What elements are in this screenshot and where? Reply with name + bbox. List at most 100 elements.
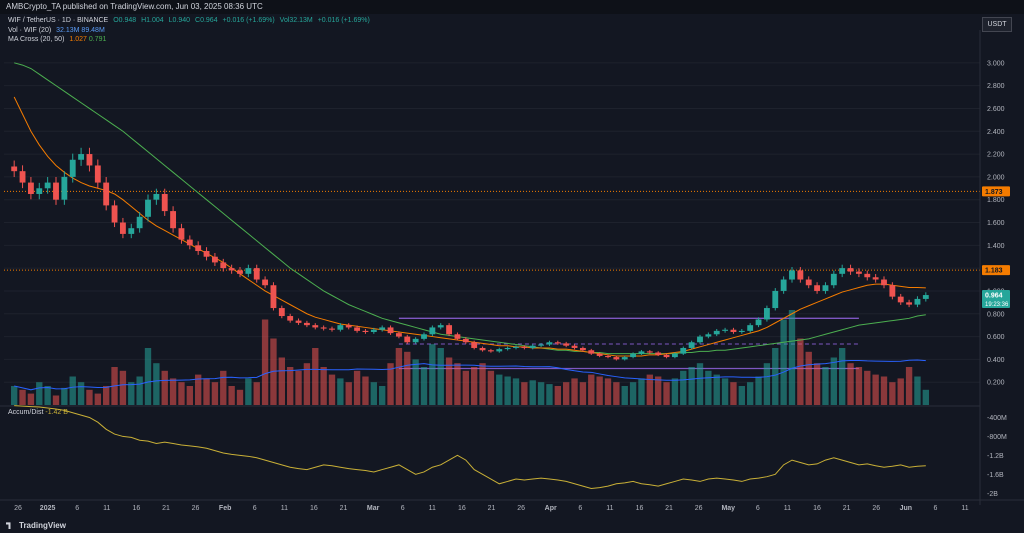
x-tick-label: 26	[14, 505, 22, 512]
x-tick-label: 16	[458, 505, 466, 512]
x-tick-label: 6	[253, 505, 257, 512]
x-tick-label: 2025	[40, 505, 56, 512]
volume-bar	[638, 378, 645, 405]
candle-body	[805, 279, 812, 286]
volume-bar	[537, 382, 545, 405]
price-tag-label: 0.964	[985, 293, 1003, 300]
x-tick-label: Mar	[367, 505, 380, 512]
x-tick-label: Apr	[545, 505, 557, 512]
volume-bar	[872, 374, 879, 405]
candle-body	[797, 270, 804, 280]
y-tick-label: 0.200	[987, 380, 1005, 387]
candle-body	[454, 334, 461, 339]
candle-body	[914, 298, 921, 305]
ohlc-change2: +0.016 (+1.69%)	[317, 17, 370, 24]
currency-button[interactable]: USDT	[982, 17, 1012, 32]
volume-bar	[387, 363, 394, 405]
candle-body	[36, 188, 43, 194]
volume-bar	[721, 378, 729, 405]
volume-bar	[169, 378, 177, 405]
candle-body	[312, 325, 319, 328]
volume-bar	[897, 378, 904, 405]
volume-bar	[864, 370, 871, 405]
candle-body	[688, 342, 695, 348]
tradingview-brand: TradingView	[6, 521, 66, 530]
x-tick-label: 11	[961, 505, 968, 512]
volume-bar	[529, 380, 536, 405]
volume-bar	[103, 386, 110, 405]
x-tick-label: 16	[132, 505, 140, 512]
volume-bar	[471, 367, 478, 405]
accum-legend: Accum/Dist -1.42 B	[8, 409, 68, 416]
candle-body	[404, 336, 411, 343]
candle-body	[27, 182, 34, 194]
volume-bar	[813, 363, 821, 405]
x-tick-label: 11	[606, 505, 613, 512]
candle-body	[429, 327, 436, 335]
volume-bar	[788, 310, 796, 405]
volume-bar	[186, 386, 193, 405]
y-tick-label: 2.000	[987, 174, 1005, 181]
vol-values: 32.13M 89.48M	[56, 26, 105, 34]
volume-bar	[77, 382, 85, 405]
volume-bar	[730, 382, 737, 405]
vol-label[interactable]: Vol · WIF (20)	[8, 26, 52, 34]
candle-body	[11, 166, 18, 172]
volume-bar	[236, 389, 244, 405]
candle-body	[370, 329, 377, 332]
y-tick-label: 1.800	[987, 197, 1005, 204]
candle-body	[270, 285, 277, 309]
candle-body	[19, 171, 26, 183]
volume-bar	[680, 370, 687, 405]
ohlc-volume: Vol32.13M	[279, 17, 313, 24]
volume-bar	[295, 370, 302, 405]
x-tick-label: Jun	[900, 505, 912, 512]
x-tick-label: 11	[784, 505, 791, 512]
candle-body	[345, 325, 352, 328]
candle-body	[78, 154, 85, 160]
candle-body	[119, 222, 126, 234]
candle-body	[563, 343, 570, 346]
volume-bar	[563, 382, 570, 405]
footer: TradingView	[0, 519, 1024, 533]
symbol-label[interactable]: WIF / TetherUS · 1D · BINANCE	[8, 17, 109, 24]
candle-body	[763, 308, 770, 320]
candle-body	[738, 330, 745, 332]
volume-bar	[353, 370, 361, 405]
volume-bar	[404, 351, 411, 405]
volume-bar	[19, 389, 26, 405]
volume-bar	[671, 378, 679, 405]
candle-body	[69, 159, 76, 177]
tradingview-logo-icon	[6, 522, 11, 530]
volume-bar	[220, 370, 227, 405]
x-tick-label: 26	[695, 505, 703, 512]
ma-label[interactable]: MA Cross (20, 50)	[8, 36, 65, 43]
x-tick-label: 26	[517, 505, 525, 512]
publish-text: AMBCrypto_TA published on TradingView.co…	[6, 2, 263, 11]
x-tick-label: 6	[578, 505, 582, 512]
volume-bar	[663, 382, 670, 405]
candle-body	[847, 268, 854, 272]
x-tick-label: 6	[933, 505, 937, 512]
x-tick-label: 16	[636, 505, 644, 512]
accum-tick-label: -2B	[987, 491, 998, 498]
candle-body	[446, 325, 453, 335]
candle-body	[379, 327, 386, 330]
volume-bar	[328, 374, 336, 405]
candle-body	[772, 290, 779, 309]
accum-label[interactable]: Accum/Dist	[8, 409, 44, 416]
candle-body	[822, 285, 829, 291]
candle-body	[730, 329, 737, 332]
x-tick-label: 16	[310, 505, 318, 512]
candle-body	[295, 320, 302, 323]
volume-bar	[27, 393, 35, 405]
candle-body	[94, 165, 101, 183]
x-tick-label: Feb	[219, 505, 231, 512]
candle-body	[262, 279, 269, 286]
volume-bar	[512, 378, 520, 405]
volume-bar	[889, 382, 896, 405]
candle-body	[211, 256, 218, 263]
volume-bar	[420, 367, 428, 405]
volume-bar	[412, 359, 419, 405]
